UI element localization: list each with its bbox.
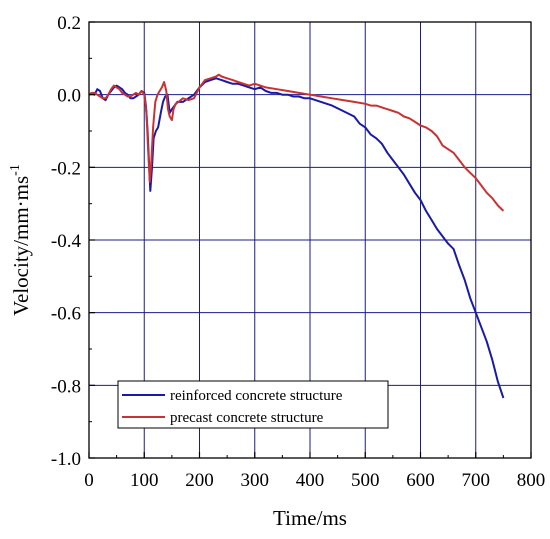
y-tick-label: 0.2	[57, 13, 81, 34]
series-lines	[88, 73, 505, 399]
legend: reinforced concrete structure precast co…	[117, 380, 389, 429]
x-tick-label: 500	[351, 470, 380, 491]
x-tick-label: 600	[406, 470, 435, 491]
x-axis-tick-labels: 0 100 200 300 400 500 600 700 800	[84, 470, 545, 491]
y-tick-label: -0.2	[51, 158, 81, 179]
legend-label-precast: precast concrete structure	[170, 410, 324, 426]
series-line-reinforced	[88, 77, 505, 399]
y-axis-title-superscript: -1	[8, 164, 23, 176]
y-axis-tick-labels: 0.2 0.0 -0.2 -0.4 -0.6 -0.8 -1.0	[51, 13, 82, 470]
x-tick-label: 100	[130, 470, 159, 491]
x-tick-label: 400	[296, 470, 325, 491]
x-tick-label: 800	[517, 470, 546, 491]
y-tick-label: 0.0	[57, 86, 81, 107]
series-line-precast	[88, 73, 505, 212]
y-tick-label: -1.0	[51, 449, 81, 470]
x-axis-title: Time/ms	[273, 506, 347, 530]
legend-box	[117, 380, 389, 429]
x-tick-label: 0	[84, 470, 94, 491]
legend-label-reinforced: reinforced concrete structure	[170, 388, 343, 404]
x-tick-label: 200	[185, 470, 214, 491]
y-tick-label: -0.6	[51, 304, 81, 325]
y-tick-label: -0.4	[51, 231, 82, 252]
y-tick-label: -0.8	[51, 376, 81, 397]
axis-ticks	[88, 21, 532, 459]
x-tick-label: 700	[462, 470, 491, 491]
y-axis-title: Velocity/mm·ms-1	[8, 164, 33, 316]
x-tick-label: 300	[241, 470, 270, 491]
y-axis-title-main: Velocity/mm·ms	[9, 176, 33, 316]
